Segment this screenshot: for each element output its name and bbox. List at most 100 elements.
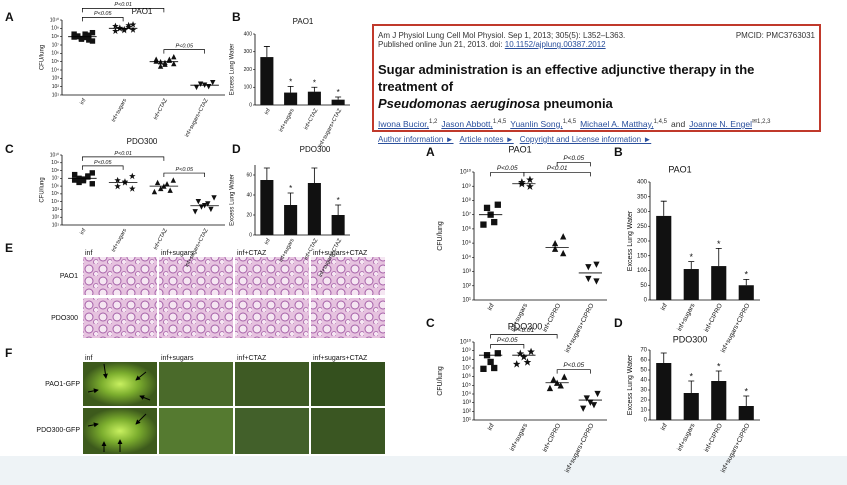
x-tick-label: inf	[79, 97, 87, 105]
data-point	[491, 364, 498, 372]
author: Jason Abbott,1,4,5	[441, 119, 506, 129]
x-tick-label: inf	[264, 237, 272, 245]
article-title: Sugar administration is an effective adj…	[378, 61, 815, 112]
x-tick-label: inf+sugars	[111, 228, 128, 254]
x-tick-label: inf+sugars+CTAZ	[318, 107, 344, 148]
author-name[interactable]: Joanne N. Engel	[689, 118, 753, 129]
x-tick-label: inf+sugars	[111, 98, 128, 124]
title-species: Pseudomonas aeruginosa	[378, 96, 540, 111]
significance-marker: *	[337, 88, 340, 97]
data-point	[480, 221, 487, 228]
p-value: P<0.01	[114, 2, 132, 8]
bar	[711, 381, 727, 420]
x-tick-label: inf+sugars	[676, 302, 697, 333]
panel-letter: A	[426, 145, 435, 159]
chart-title: PDO300	[673, 334, 708, 344]
author-name[interactable]: Jason Abbott,	[441, 118, 493, 129]
data-point	[487, 358, 494, 366]
p-value: P<0.05	[563, 362, 584, 369]
affiliation: ✉1,2,3	[752, 119, 771, 125]
data-point	[89, 170, 95, 176]
error-bar	[287, 192, 294, 205]
data-point	[193, 84, 200, 91]
author-name[interactable]: Michael A. Matthay,	[580, 118, 654, 129]
article-link[interactable]: Copyright and License information ►	[519, 134, 652, 144]
article-link[interactable]: Article notes ►	[459, 134, 514, 144]
micrograph	[83, 257, 157, 295]
data-point	[205, 83, 212, 90]
data-point	[129, 172, 136, 180]
data-point	[585, 275, 592, 283]
error-bar	[311, 86, 318, 92]
data-point	[512, 360, 521, 368]
bar	[656, 363, 672, 420]
y-tick-label: 100	[244, 85, 253, 91]
doi-link[interactable]: 10.1152/ajplung.00387.2012	[504, 40, 606, 49]
y-axis-label: Excess Lung Water	[627, 354, 634, 415]
data-point	[210, 79, 216, 86]
y-axis-label: Excess Lung Water	[627, 210, 634, 271]
affiliation: 1,4,5	[653, 119, 667, 125]
gfp-image	[311, 408, 385, 454]
panel-letter: C	[5, 142, 14, 156]
panel-letter: C	[426, 316, 435, 330]
y-tick-label: 200	[244, 67, 253, 73]
y-tick-label: 10⁴	[51, 67, 59, 73]
published-date: Published online Jun 21, 2013. doi:	[378, 40, 503, 49]
gfp-image	[311, 362, 385, 406]
significance-marker: *	[744, 386, 748, 396]
significance-bracket	[82, 165, 124, 170]
data-point	[86, 32, 92, 38]
author-name[interactable]: Yuanlin Song,	[510, 118, 563, 129]
p-value: P<0.05	[94, 11, 113, 17]
y-tick-label: 10²	[462, 283, 471, 289]
chart-title: PAO1	[668, 164, 691, 174]
error-bar	[287, 85, 294, 93]
data-point	[170, 177, 177, 183]
title-text: pneumonia	[543, 96, 613, 111]
article-link[interactable]: Author information ►	[378, 134, 454, 144]
bar	[683, 269, 699, 300]
y-tick-label: 300	[244, 49, 253, 55]
gfp-image	[159, 408, 233, 454]
significance-marker: *	[313, 78, 316, 87]
data-point	[546, 384, 554, 392]
data-point	[153, 58, 159, 64]
error-bar	[715, 247, 722, 267]
data-point	[590, 402, 598, 409]
y-tick-label: 10⁷	[52, 42, 60, 48]
x-tick-label: inf	[487, 302, 496, 312]
y-tick-label: 100	[637, 268, 648, 274]
y-tick-label: 250	[637, 224, 648, 230]
gfp-image	[159, 362, 233, 406]
y-tick-label: 70	[640, 348, 647, 354]
panel-letter: A	[5, 10, 14, 24]
bar	[307, 183, 321, 235]
y-tick-label: 10⁸	[51, 34, 59, 40]
x-tick-label: inf+sugars+CIPRO	[564, 302, 596, 353]
column-label: inf+CTAZ	[237, 355, 267, 362]
data-point	[80, 177, 87, 184]
error-bar	[660, 352, 667, 363]
x-tick-label: inf	[660, 302, 669, 312]
data-point	[560, 233, 567, 240]
y-tick-label: 10⁷	[462, 211, 471, 218]
chart-title: PDO300	[508, 321, 543, 331]
data-point	[205, 201, 211, 207]
data-point	[491, 218, 498, 226]
error-bar	[335, 96, 342, 100]
data-point	[560, 249, 567, 257]
y-tick-label: 200	[637, 239, 648, 245]
data-point	[480, 365, 487, 372]
error-bar	[660, 200, 667, 216]
author-name[interactable]: Iwona Bucior,	[378, 118, 430, 129]
y-tick-label: 10	[640, 408, 647, 414]
x-tick-label: inf	[79, 227, 87, 235]
p-value: P<0.05	[175, 44, 194, 50]
data-point	[75, 33, 81, 39]
data-point	[192, 209, 198, 215]
gfp-image	[83, 362, 157, 406]
significance-bracket	[82, 156, 165, 161]
